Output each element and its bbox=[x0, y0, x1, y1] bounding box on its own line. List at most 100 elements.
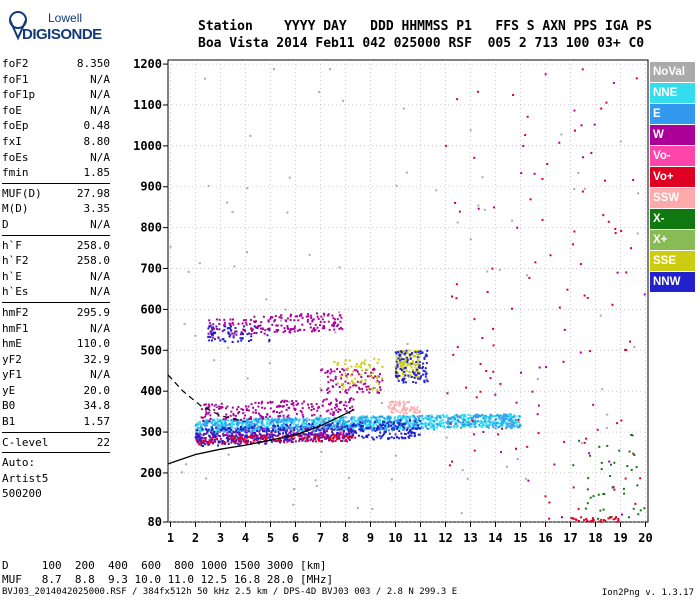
data-point bbox=[461, 421, 464, 424]
data-point bbox=[304, 425, 307, 428]
data-point bbox=[469, 238, 472, 241]
data-point bbox=[587, 477, 590, 480]
data-point bbox=[508, 412, 511, 415]
param-value: N/A bbox=[90, 285, 110, 299]
data-point bbox=[281, 405, 284, 408]
data-point bbox=[242, 440, 245, 443]
data-point bbox=[581, 190, 584, 193]
data-point bbox=[258, 428, 261, 431]
data-point bbox=[281, 435, 284, 438]
data-point bbox=[613, 488, 616, 491]
data-point bbox=[317, 435, 320, 438]
data-point bbox=[286, 317, 289, 320]
data-point bbox=[198, 422, 201, 425]
param-row: hmE 110.0 bbox=[2, 336, 110, 352]
data-point bbox=[398, 354, 401, 357]
data-point bbox=[632, 178, 635, 181]
data-point bbox=[253, 438, 256, 441]
data-point bbox=[360, 366, 363, 369]
data-point bbox=[230, 428, 233, 431]
data-point bbox=[278, 411, 281, 414]
data-point bbox=[318, 438, 321, 441]
data-point bbox=[232, 439, 235, 442]
data-point bbox=[258, 412, 261, 415]
data-point bbox=[239, 440, 242, 443]
data-point bbox=[231, 426, 234, 429]
data-point bbox=[321, 327, 324, 330]
data-point bbox=[232, 335, 235, 338]
data-point bbox=[514, 418, 517, 421]
data-point bbox=[361, 390, 364, 393]
data-point bbox=[260, 426, 263, 429]
data-point bbox=[424, 373, 427, 376]
data-point bbox=[346, 429, 349, 432]
data-point bbox=[480, 422, 483, 425]
data-point bbox=[322, 436, 325, 439]
data-point bbox=[331, 432, 334, 435]
data-point bbox=[317, 416, 320, 419]
data-point bbox=[624, 348, 627, 351]
data-point bbox=[261, 437, 264, 440]
data-point bbox=[242, 438, 245, 441]
data-point bbox=[424, 355, 427, 358]
data-point bbox=[342, 434, 345, 437]
data-point bbox=[256, 427, 259, 430]
data-point bbox=[419, 419, 422, 422]
data-point bbox=[293, 437, 296, 440]
data-point bbox=[223, 318, 226, 321]
data-point bbox=[217, 444, 220, 447]
data-point bbox=[280, 401, 283, 404]
data-point bbox=[245, 419, 248, 422]
data-point bbox=[374, 426, 377, 429]
data-point bbox=[384, 427, 387, 430]
data-point bbox=[356, 507, 359, 510]
data-point bbox=[242, 319, 245, 322]
data-point bbox=[333, 321, 336, 324]
data-point bbox=[499, 424, 502, 427]
data-point bbox=[369, 424, 372, 427]
data-point bbox=[500, 419, 503, 422]
data-point bbox=[206, 412, 209, 415]
data-point bbox=[231, 406, 234, 409]
data-point bbox=[247, 430, 250, 433]
data-point bbox=[373, 357, 376, 360]
data-point bbox=[472, 415, 475, 418]
data-point bbox=[204, 443, 207, 446]
data-point bbox=[213, 408, 216, 411]
data-point bbox=[319, 421, 322, 424]
data-point bbox=[357, 386, 360, 389]
data-point bbox=[233, 265, 236, 268]
data-point bbox=[385, 417, 388, 420]
data-point bbox=[291, 400, 294, 403]
x-tick-label: 11 bbox=[413, 531, 427, 545]
data-point bbox=[296, 426, 299, 429]
data-point bbox=[270, 420, 273, 423]
data-point bbox=[506, 415, 509, 418]
data-point bbox=[328, 328, 331, 331]
data-point bbox=[229, 426, 232, 429]
data-point bbox=[292, 503, 295, 506]
data-point bbox=[422, 418, 425, 421]
data-point bbox=[215, 437, 218, 440]
data-point bbox=[266, 328, 269, 331]
data-point bbox=[348, 435, 351, 438]
data-point bbox=[430, 416, 433, 419]
data-point bbox=[403, 353, 406, 356]
data-point bbox=[204, 425, 207, 428]
data-point bbox=[228, 335, 231, 338]
data-point bbox=[285, 422, 288, 425]
data-point bbox=[498, 268, 501, 271]
data-point bbox=[196, 438, 199, 441]
param-name: yF1 bbox=[2, 368, 22, 382]
data-point bbox=[426, 422, 429, 425]
data-point bbox=[330, 427, 333, 430]
data-point bbox=[405, 415, 408, 418]
data-point bbox=[337, 408, 340, 411]
data-point bbox=[251, 424, 254, 427]
data-point bbox=[614, 517, 617, 520]
data-point bbox=[360, 361, 363, 364]
data-point bbox=[588, 452, 591, 455]
data-point bbox=[592, 403, 595, 406]
data-point bbox=[277, 428, 280, 431]
data-point bbox=[383, 427, 386, 430]
